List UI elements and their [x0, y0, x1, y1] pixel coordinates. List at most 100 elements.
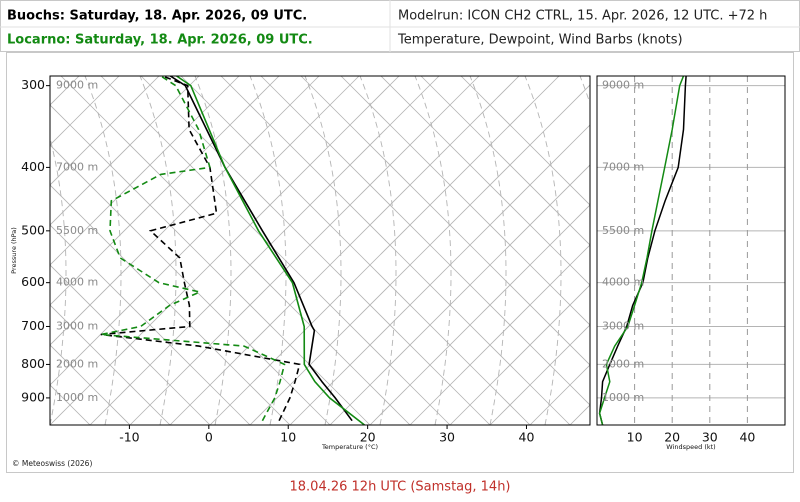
x-tick-label: 30: [702, 430, 718, 445]
isotherm: [529, 364, 590, 425]
adiabat: [0, 76, 10, 425]
moist-adiabat: [304, 76, 342, 425]
height-label: 3000 m: [56, 319, 98, 332]
moist-adiabat: [469, 76, 507, 425]
station-title: Locarno: Saturday, 18. Apr. 2026, 09 UTC…: [7, 33, 313, 48]
wind-plot: [597, 76, 785, 425]
x-tick-label: 40: [519, 430, 535, 445]
x-axis-label: Temperature (°C): [321, 443, 378, 451]
isotherm: [610, 76, 800, 425]
x-tick-label: 10: [280, 430, 296, 445]
skewt-plot: [0, 76, 800, 425]
chart-frame: [6, 52, 794, 473]
y-tick-label: 900: [21, 389, 45, 404]
header-box: [0, 0, 800, 52]
adiabat: [380, 76, 590, 286]
adiabat: [50, 264, 211, 425]
adiabat: [340, 76, 590, 326]
isotherm: [50, 76, 280, 306]
model-run: Modelrun: ICON CH2 CTRL, 15. Apr. 2026, …: [398, 9, 767, 24]
valid-time: 18.04.26 12h UTC (Samstag, 14h): [290, 480, 511, 495]
plot-frame: [596, 75, 786, 426]
adiabat: [50, 304, 171, 425]
isotherm: [489, 324, 590, 425]
x-tick-label: 20: [360, 430, 376, 445]
y-axis-label: Pressure (hPa): [10, 227, 18, 274]
adiabat: [50, 344, 131, 425]
adiabat: [420, 76, 590, 246]
moist-adiabat: [579, 76, 590, 106]
adiabat: [100, 76, 451, 425]
plot-frame: [49, 75, 591, 426]
station-title: Buochs: Saturday, 18. Apr. 2026, 09 UTC.: [7, 9, 307, 24]
x-tick-label: 20: [664, 430, 680, 445]
adiabat: [460, 76, 590, 206]
wind-speed-line: [598, 76, 685, 425]
moist-adiabat: [249, 76, 287, 425]
isotherm: [409, 244, 590, 425]
adiabat: [50, 224, 251, 425]
height-label: 4000 m: [56, 276, 98, 289]
moist-adiabat: [84, 76, 122, 425]
y-tick-label: 600: [21, 274, 45, 289]
isotherm: [569, 404, 590, 425]
x-tick-label: 0: [205, 430, 213, 445]
y-tick-label: 800: [21, 356, 45, 371]
x-tick-label: -10: [119, 430, 139, 445]
height-label: 2000 m: [602, 357, 644, 370]
temperature-line: [176, 76, 365, 425]
height-label: 4000 m: [602, 276, 644, 289]
isotherm: [369, 204, 590, 425]
isotherm: [730, 76, 800, 425]
isotherm: [329, 164, 590, 425]
isotherm: [169, 76, 520, 425]
height-label: 7000 m: [56, 160, 98, 173]
isotherm: [50, 76, 360, 386]
height-label: 3000 m: [602, 319, 644, 332]
adiabat: [260, 76, 590, 406]
height-label: 9000 m: [56, 79, 98, 92]
moist-adiabat: [414, 76, 452, 425]
isotherm: [0, 76, 39, 425]
y-tick-label: 700: [21, 318, 45, 333]
adiabat: [50, 184, 291, 425]
adiabat: [50, 144, 331, 425]
x-axis-label: Windspeed (kt): [666, 443, 715, 451]
height-label: 9000 m: [602, 79, 644, 92]
height-label: 2000 m: [56, 357, 98, 370]
height-label: 5500 m: [602, 224, 644, 237]
isotherm: [50, 76, 320, 346]
isotherm: [50, 76, 120, 146]
isotherm: [50, 76, 200, 226]
isotherm: [50, 76, 400, 425]
moist-adiabat: [359, 76, 397, 425]
isotherm: [209, 76, 560, 425]
adiabat: [50, 104, 371, 425]
height-label: 5500 m: [56, 224, 98, 237]
x-tick-label: 30: [439, 430, 455, 445]
y-tick-label: 400: [21, 159, 45, 174]
height-label: 7000 m: [602, 160, 644, 173]
moist-adiabat: [50, 136, 67, 425]
isotherm: [690, 76, 800, 425]
x-tick-label: 40: [739, 430, 755, 445]
isotherm: [249, 84, 590, 425]
adiabat: [50, 424, 51, 425]
isotherm: [129, 76, 480, 425]
isotherm: [50, 76, 240, 266]
y-tick-label: 300: [21, 77, 45, 92]
y-tick-label: 500: [21, 222, 45, 237]
isotherm: [89, 76, 440, 425]
moist-adiabat: [524, 76, 562, 425]
variables: Temperature, Dewpoint, Wind Barbs (knots…: [397, 33, 683, 48]
isotherm: [289, 124, 590, 425]
x-tick-label: 10: [627, 430, 643, 445]
isotherm: [50, 76, 160, 186]
height-label: 1000 m: [602, 391, 644, 404]
adiabat: [300, 76, 590, 366]
copyright: © Meteoswiss (2026): [12, 459, 92, 468]
dewpoint-line: [100, 76, 301, 422]
adiabat: [60, 76, 411, 425]
